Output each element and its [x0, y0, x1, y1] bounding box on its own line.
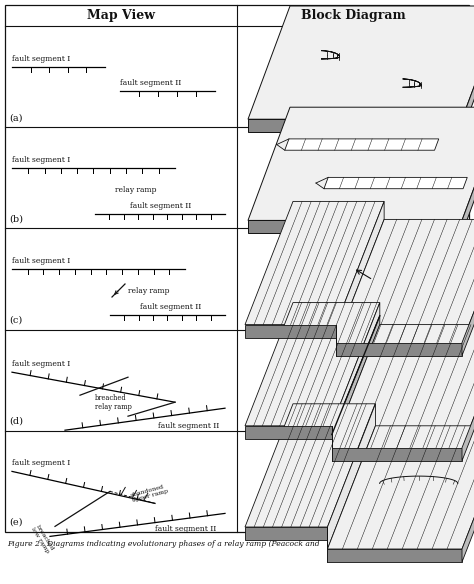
Text: breached
low ramp: breached low ramp [30, 523, 55, 554]
Polygon shape [332, 303, 380, 434]
Text: (b): (b) [9, 214, 23, 224]
Text: breached
relay ramp: breached relay ramp [95, 394, 132, 411]
Polygon shape [462, 6, 474, 132]
Polygon shape [285, 139, 439, 150]
Polygon shape [336, 220, 474, 343]
Polygon shape [245, 325, 336, 338]
Text: (e): (e) [9, 518, 22, 527]
Text: (a): (a) [9, 113, 22, 122]
Text: Figure 2.  Diagrams indicating evolutionary phases of a relay ramp (Peacock and: Figure 2. Diagrams indicating evolutiona… [7, 540, 319, 548]
Polygon shape [248, 119, 462, 132]
Polygon shape [248, 6, 474, 119]
Polygon shape [462, 325, 474, 461]
Text: fault segment II: fault segment II [155, 526, 216, 533]
Text: (c): (c) [9, 315, 22, 325]
Text: Map View: Map View [87, 9, 155, 22]
Polygon shape [328, 549, 462, 562]
Text: fault segment I: fault segment I [12, 460, 70, 467]
Polygon shape [462, 107, 474, 234]
Polygon shape [248, 220, 462, 234]
Polygon shape [328, 404, 375, 549]
Text: fault segment II: fault segment II [140, 303, 201, 311]
Text: Block Diagram: Block Diagram [301, 9, 405, 22]
Polygon shape [328, 426, 474, 549]
Text: relay ramp: relay ramp [115, 186, 156, 194]
Text: abandoned
upper ramp: abandoned upper ramp [130, 484, 169, 503]
Text: fault segment I: fault segment I [12, 54, 70, 62]
Text: fault segment II: fault segment II [158, 422, 219, 430]
Polygon shape [336, 343, 462, 356]
Text: fault segment I: fault segment I [12, 156, 70, 164]
Text: fault segment II: fault segment II [120, 79, 181, 86]
Polygon shape [332, 448, 462, 461]
Polygon shape [245, 527, 328, 540]
Text: fault segment I: fault segment I [12, 360, 70, 368]
Polygon shape [324, 178, 467, 189]
Text: fault segment I: fault segment I [12, 257, 70, 265]
Polygon shape [462, 426, 474, 562]
Text: fault segment II: fault segment II [130, 202, 191, 210]
Polygon shape [336, 201, 384, 343]
Text: relay ramp: relay ramp [128, 287, 170, 295]
Polygon shape [332, 316, 380, 448]
Polygon shape [245, 201, 384, 325]
Polygon shape [245, 426, 332, 439]
Polygon shape [245, 404, 375, 527]
Polygon shape [462, 220, 474, 356]
Text: (d): (d) [9, 417, 23, 426]
Polygon shape [245, 303, 380, 426]
Polygon shape [332, 325, 474, 448]
Polygon shape [248, 107, 474, 220]
